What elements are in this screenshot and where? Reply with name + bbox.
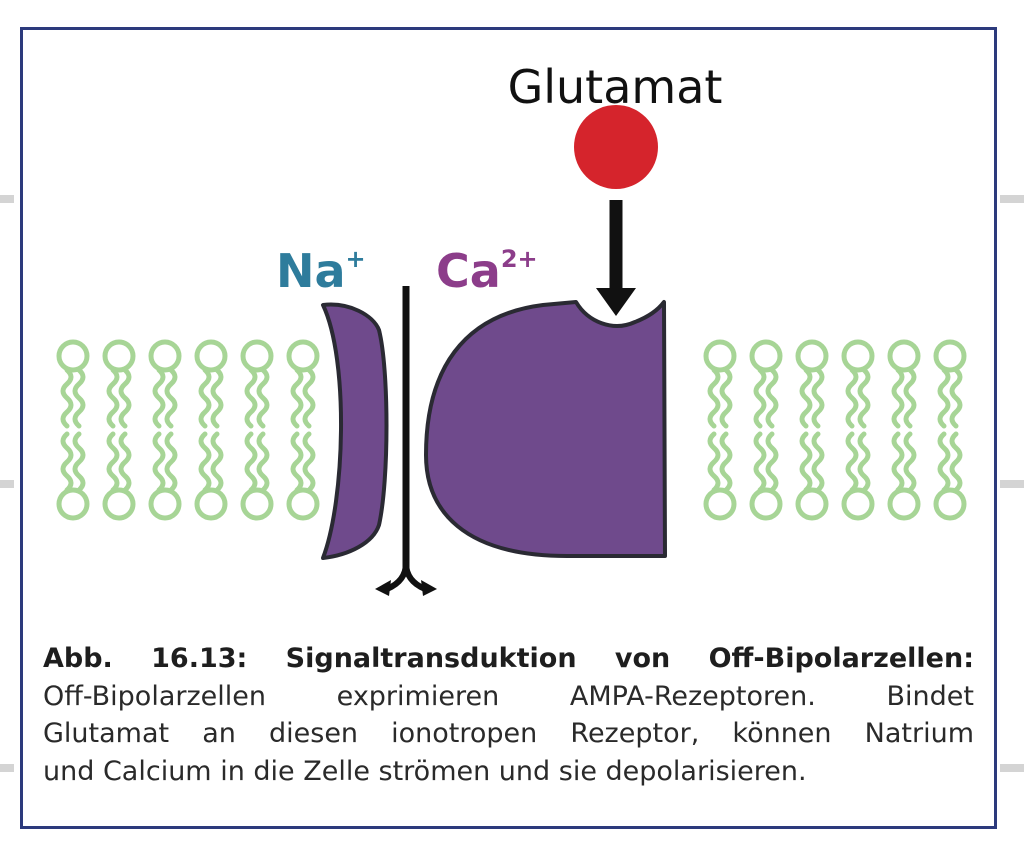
receptor-diagram: Glutamat Na+ Ca2+ <box>56 60 967 596</box>
caption-line-1: Off-Bipolarzellen exprimieren AMPA-Rezep… <box>43 680 974 712</box>
glutamate-label: Glutamat <box>508 60 723 114</box>
phospholipid <box>703 431 737 521</box>
phospholipid <box>887 339 921 429</box>
edge-tick-left-middle <box>0 480 14 488</box>
phospholipid <box>102 339 136 429</box>
ion-flux-arrow-split <box>384 560 428 592</box>
lipid-bilayer-left <box>56 339 320 521</box>
phospholipid <box>240 339 274 429</box>
lipid-bilayer-right <box>703 339 967 521</box>
edge-tick-right-bottom <box>1000 764 1024 772</box>
phospholipid <box>933 339 967 429</box>
phospholipid <box>703 339 737 429</box>
caption-title-line: Abb. 16.13: Signaltransduktion von Off-B… <box>43 640 974 678</box>
phospholipid <box>841 431 875 521</box>
sodium-label: Na+ <box>276 244 366 298</box>
phospholipid <box>194 339 228 429</box>
edge-tick-right-middle <box>1000 480 1024 488</box>
phospholipid <box>841 339 875 429</box>
phospholipid <box>933 431 967 521</box>
edge-tick-right-top <box>1000 195 1024 203</box>
phospholipid <box>286 339 320 429</box>
phospholipid <box>749 339 783 429</box>
phospholipid <box>795 339 829 429</box>
calcium-label: Ca2+ <box>436 244 538 298</box>
receptor-subunit-right <box>424 300 667 558</box>
phospholipid <box>795 431 829 521</box>
edge-tick-left-bottom <box>0 764 14 772</box>
phospholipid <box>56 339 90 429</box>
figure-frame: Glutamat Na+ Ca2+ Abb. 16.13: Signaltran… <box>20 27 997 829</box>
caption-line-3: und Calcium in die Zelle strömen und sie… <box>43 755 807 787</box>
phospholipid <box>148 339 182 429</box>
ion-flux-arrowhead-left <box>375 580 391 596</box>
phospholipid <box>749 431 783 521</box>
phospholipid <box>102 431 136 521</box>
caption-line-2: Glutamat an diesen ionotropen Rezeptor, … <box>43 718 974 749</box>
glutamate-molecule <box>574 105 658 189</box>
phospholipid <box>56 431 90 521</box>
phospholipid <box>194 431 228 521</box>
phospholipid <box>148 431 182 521</box>
binding-arrowhead <box>596 288 636 316</box>
phospholipid <box>887 431 921 521</box>
ion-flux-arrowhead-right <box>421 580 437 596</box>
phospholipid <box>286 431 320 521</box>
receptor-subunit-left <box>321 302 389 560</box>
edge-tick-left-top <box>0 195 14 203</box>
figure-caption: Abb. 16.13: Signaltransduktion von Off-B… <box>43 640 974 790</box>
phospholipid <box>240 431 274 521</box>
caption-title: Abb. 16.13: Signaltransduktion von Off-B… <box>43 643 974 674</box>
